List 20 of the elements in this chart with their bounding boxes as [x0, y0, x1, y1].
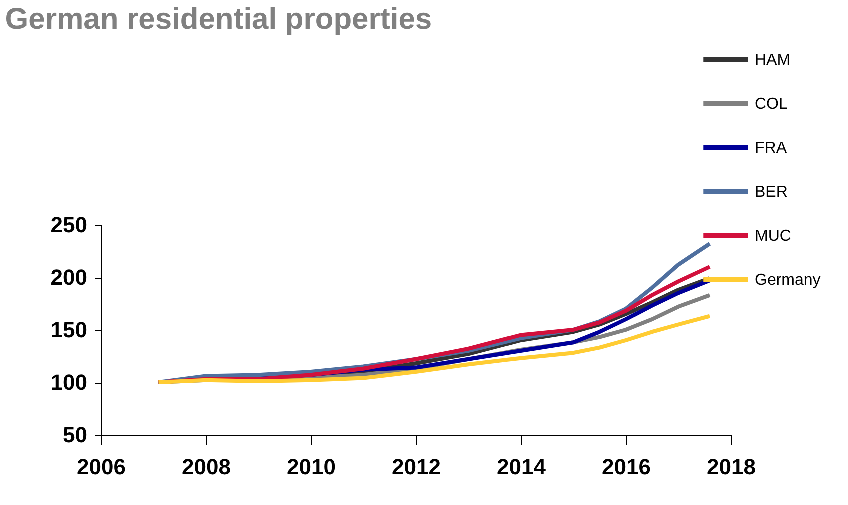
x-tick-label: 2012	[392, 454, 441, 480]
legend-label: HAM	[755, 52, 791, 69]
legend-label: MUC	[755, 228, 792, 245]
x-tick-label: 2016	[602, 454, 651, 480]
x-tick-label: 2014	[497, 454, 547, 480]
legend-label: Germany	[755, 272, 821, 289]
x-tick-label: 2010	[287, 454, 336, 480]
y-tick-label: 150	[50, 318, 88, 342]
line-series	[156, 314, 712, 384]
y-tick-label: 50	[63, 422, 88, 448]
y-tick-label: 100	[50, 370, 88, 395]
y-tick-label: 200	[50, 265, 88, 290]
x-tick-label: 2008	[182, 454, 231, 480]
chart-title: German residential properties	[5, 3, 432, 36]
legend-label: FRA	[755, 140, 788, 157]
legend-label: COL	[755, 96, 788, 113]
x-tick-label: 2018	[707, 454, 756, 480]
y-tick-label: 250	[50, 212, 88, 238]
x-tick-label: 2006	[77, 454, 126, 480]
legend-label: BER	[755, 184, 788, 201]
